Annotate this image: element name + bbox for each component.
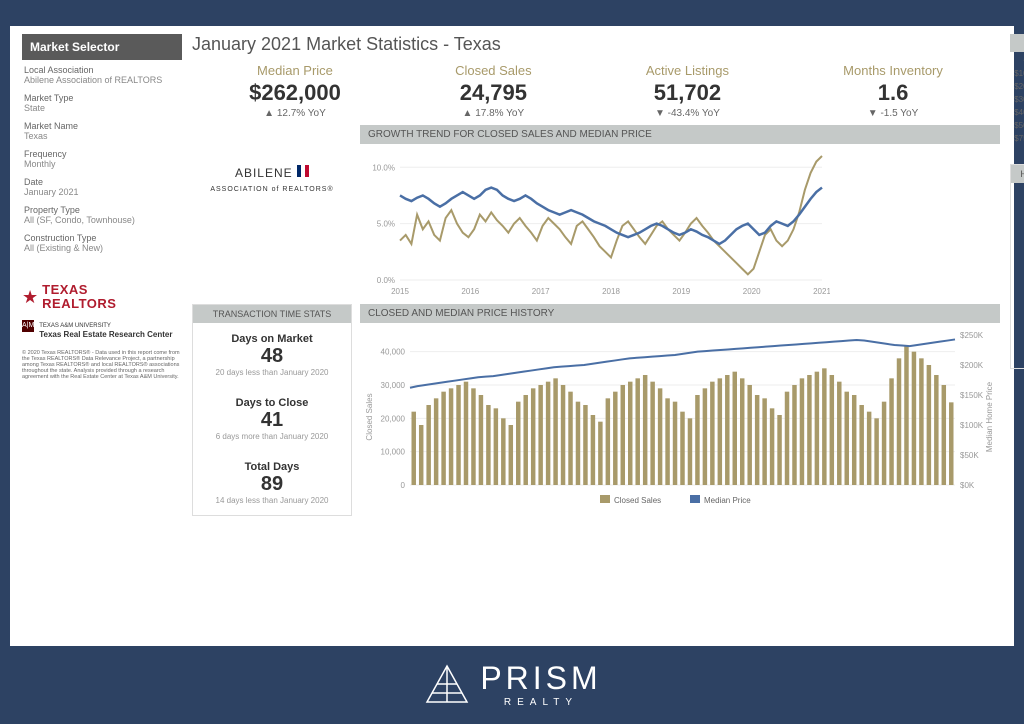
price-distribution-chart: < $100k4.8% $100-199k21.7% $200-299k34.9% $… xyxy=(1010,55,1024,156)
svg-text:Median Home Price: Median Home Price xyxy=(985,381,994,452)
dist-row: $750-999k2.1% xyxy=(1010,133,1024,143)
page-title: January 2021 Market Statistics - Texas xyxy=(192,34,1000,55)
svg-text:2020: 2020 xyxy=(743,287,761,296)
kpi-card: Closed Sales24,795▲ 17.8% YoY xyxy=(455,63,532,119)
selector-item: Construction TypeAll (Existing & New) xyxy=(24,233,182,253)
growth-chart-title: GROWTH TREND FOR CLOSED SALES AND MEDIAN… xyxy=(360,125,1000,144)
kpi-card: Active Listings51,702▼ -43.4% YoY xyxy=(646,63,729,119)
abilene-logo: ABILENE ASSOCIATION of REALTORS® xyxy=(192,125,352,298)
svg-text:10,000: 10,000 xyxy=(381,448,406,457)
valuation-item: Median Home Size1,980 sq ft xyxy=(1011,236,1024,280)
dist-row: $200-299k34.9% xyxy=(1010,81,1024,91)
tx-stat-item: Total Days8914 days less than January 20… xyxy=(193,451,351,515)
transaction-stats-header: TRANSACTION TIME STATS xyxy=(193,305,351,323)
tx-stat-item: Days on Market4820 days less than Januar… xyxy=(193,323,351,387)
price-dist-header: PRICE DISTRIBUTION xyxy=(1010,34,1024,52)
kpi-card: Months Inventory1.6▼ -1.5 YoY xyxy=(843,63,943,119)
svg-text:$100K: $100K xyxy=(960,421,984,430)
transaction-stats-box: TRANSACTION TIME STATS Days on Market482… xyxy=(192,304,352,516)
svg-text:2016: 2016 xyxy=(461,287,479,296)
market-selector-header: Market Selector xyxy=(22,34,182,60)
selector-item: DateJanuary 2021 xyxy=(24,177,182,197)
dist-row: < $100k4.8% xyxy=(1010,55,1024,65)
tamu-logo: A|M TEXAS A&M UNIVERSITY Texas Real Esta… xyxy=(22,320,182,340)
valuation-item: Median Year Built2002 xyxy=(1011,280,1024,324)
disclaimer-text: © 2020 Texas REALTORS® - Data used in th… xyxy=(22,350,182,380)
svg-text:$200K: $200K xyxy=(960,361,984,370)
svg-text:10.0%: 10.0% xyxy=(372,163,395,172)
svg-text:0: 0 xyxy=(401,481,406,490)
svg-text:0.0%: 0.0% xyxy=(377,276,395,285)
svg-text:Median Price: Median Price xyxy=(704,496,751,505)
growth-trend-chart: 0.0% 5.0% 10.0% 2015 2016 2017 2018 2019 2020 202… xyxy=(360,148,830,298)
star-icon: ★ xyxy=(22,287,38,308)
main-content: January 2021 Market Statistics - Texas M… xyxy=(192,34,1000,516)
texas-flag-icon xyxy=(297,165,309,177)
left-sidebar: Market Selector Local AssociationAbilene… xyxy=(22,34,182,516)
selector-item: Property TypeAll (SF, Condo, Townhouse) xyxy=(24,205,182,225)
right-sidebar: PRICE DISTRIBUTION < $100k4.8% $100-199k2… xyxy=(1010,34,1024,516)
kpi-row: Median Price$262,000▲ 12.7% YoY Closed Sa… xyxy=(192,63,1000,119)
dist-row: $1M +2% xyxy=(1010,146,1024,156)
dist-row: $100-199k21.7% xyxy=(1010,68,1024,78)
kpi-card: Median Price$262,000▲ 12.7% YoY xyxy=(249,63,341,119)
svg-text:2021: 2021 xyxy=(813,287,830,296)
history-chart-title: CLOSED AND MEDIAN PRICE HISTORY xyxy=(360,304,1000,323)
svg-text:20,000: 20,000 xyxy=(381,414,406,423)
svg-text:2018: 2018 xyxy=(602,287,620,296)
valuation-item: Close/Original List97.6% xyxy=(1011,324,1024,368)
selector-item: Market TypeState xyxy=(24,93,182,113)
selector-item: FrequencyMonthly xyxy=(24,149,182,169)
valuation-header: HOME VALUATION STATS xyxy=(1011,165,1024,183)
svg-text:Closed Sales: Closed Sales xyxy=(614,496,661,505)
dist-row: $400-499k9.1% xyxy=(1010,107,1024,117)
texas-realtors-logo: ★ TEXASREALTORS xyxy=(22,283,182,312)
history-chart: 0 10,000 20,000 30,000 40,000 $0K $50K $100K $15… xyxy=(360,327,1000,507)
footer-logo: PRISM REALTY xyxy=(0,650,1024,709)
svg-text:2019: 2019 xyxy=(672,287,690,296)
svg-text:Closed Sales: Closed Sales xyxy=(365,393,374,440)
selector-item: Local AssociationAbilene Association of … xyxy=(24,65,182,85)
dist-row: $500-749k7.5% xyxy=(1010,120,1024,130)
svg-text:$250K: $250K xyxy=(960,331,984,340)
svg-text:$50K: $50K xyxy=(960,451,979,460)
svg-text:40,000: 40,000 xyxy=(381,348,406,357)
valuation-stats-box: HOME VALUATION STATS Median Price/Sq Ft$… xyxy=(1010,164,1024,369)
svg-text:$0K: $0K xyxy=(960,481,975,490)
prism-icon xyxy=(422,664,472,704)
svg-text:2015: 2015 xyxy=(391,287,409,296)
svg-text:$150K: $150K xyxy=(960,391,984,400)
svg-text:5.0%: 5.0% xyxy=(377,220,395,229)
svg-text:30,000: 30,000 xyxy=(381,381,406,390)
selector-item: Market NameTexas xyxy=(24,121,182,141)
svg-text:2017: 2017 xyxy=(532,287,550,296)
tx-stat-item: Days to Close416 days more than January … xyxy=(193,387,351,451)
dist-row: $300-399k18.1% xyxy=(1010,94,1024,104)
valuation-item: Median Price/Sq Ft$133.56▲ 11.0% YoY xyxy=(1011,183,1024,236)
